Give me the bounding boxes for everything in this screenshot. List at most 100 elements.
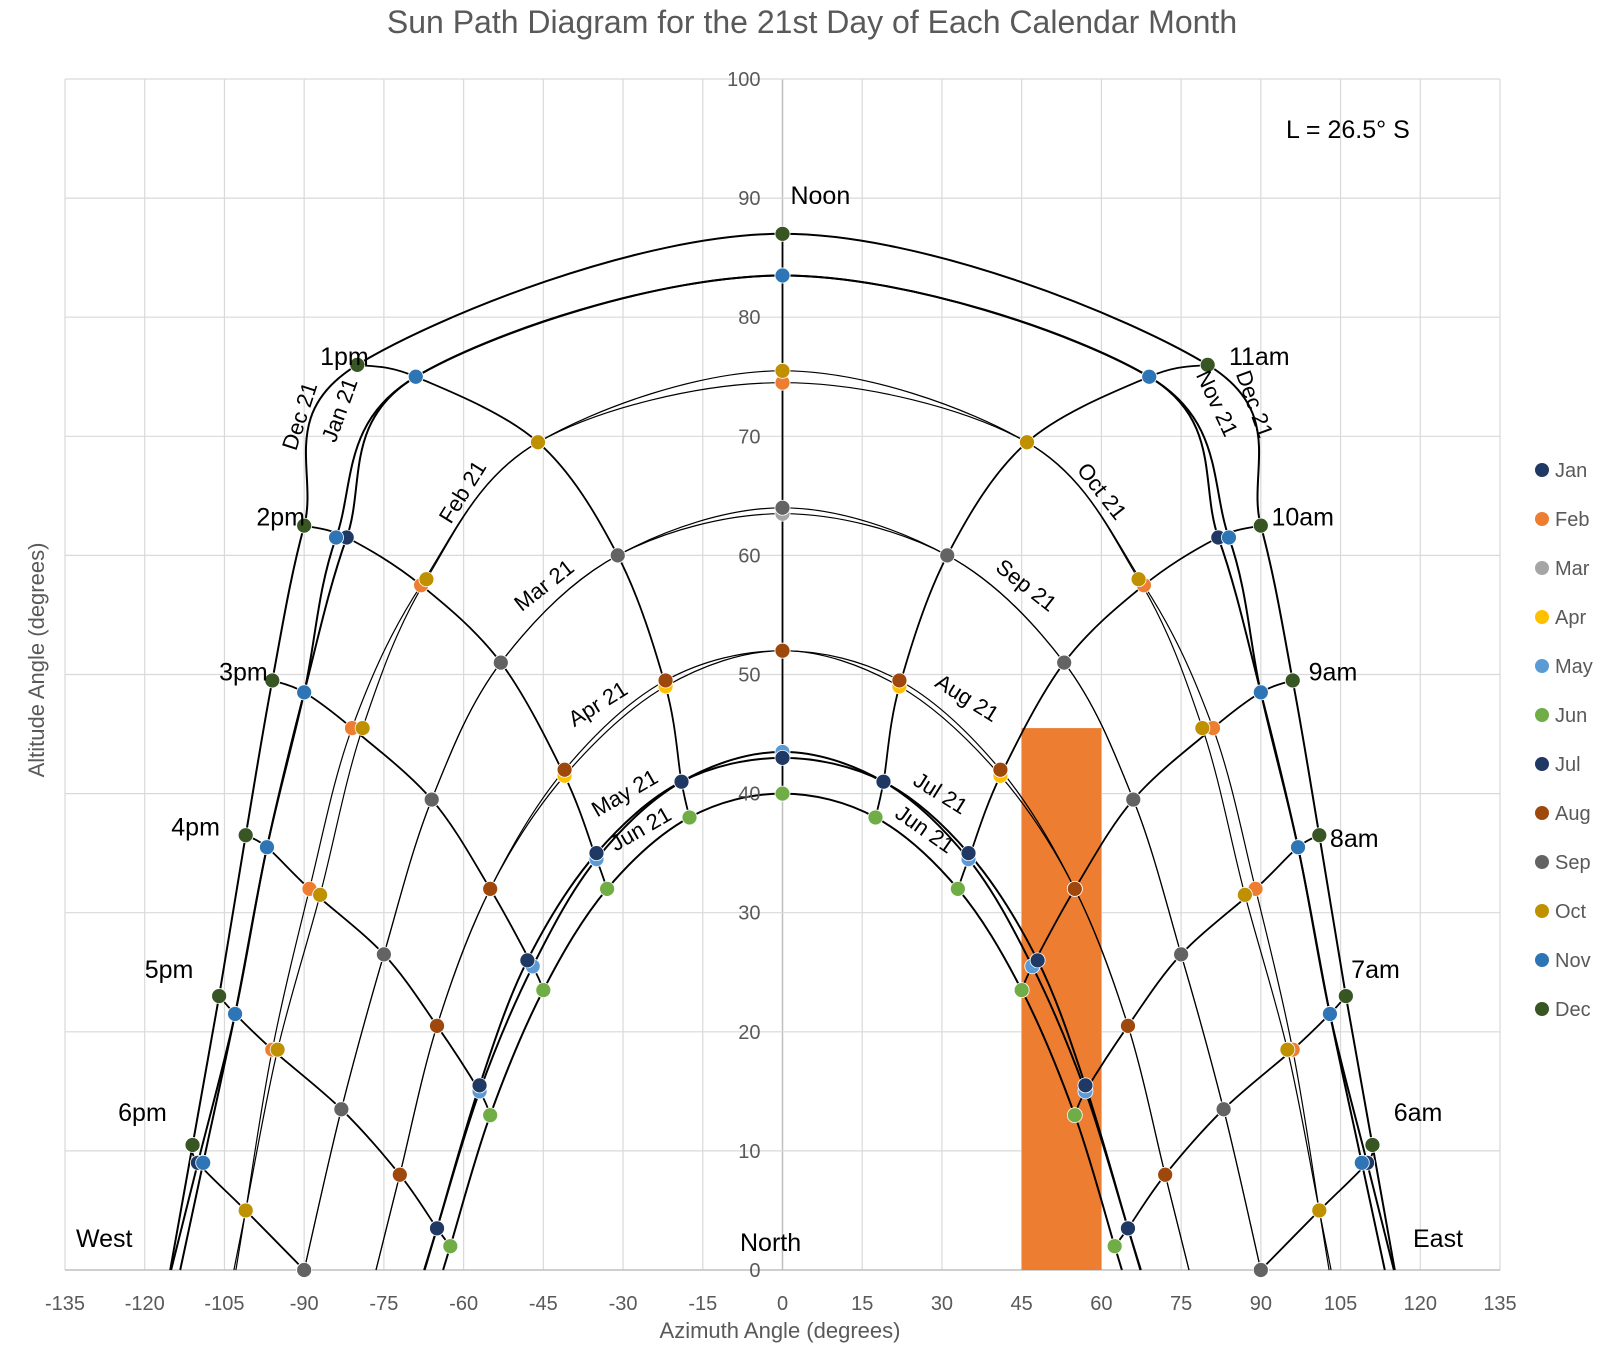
x-tick-label: -75: [369, 1293, 398, 1315]
x-tick-label: -15: [688, 1293, 717, 1315]
hour-line: [1113, 995, 1347, 1247]
data-point-nov: [774, 267, 791, 284]
data-point-sep: [1215, 1101, 1232, 1118]
x-tick-label: -60: [449, 1293, 478, 1315]
hour-line: [218, 995, 452, 1247]
legend-label-nov: Nov: [1555, 950, 1591, 972]
legend-marker-apr: [1535, 610, 1549, 624]
data-point-oct: [269, 1041, 286, 1058]
curve-label: Sep 21: [991, 554, 1061, 617]
legend-label-apr: Apr: [1555, 607, 1586, 629]
data-point-jun: [1013, 982, 1030, 999]
y-tick-label: 30: [738, 903, 760, 925]
data-point-nov: [1221, 529, 1237, 546]
data-point-dec: [237, 827, 254, 844]
data-point-dec: [184, 1137, 201, 1153]
curve-label: Jan 21: [317, 375, 363, 446]
legend-label-jan: Jan: [1555, 460, 1587, 482]
data-point-sep: [1056, 654, 1073, 671]
data-point-aug: [657, 672, 674, 689]
highlight-layer: [1021, 728, 1102, 1270]
data-point-jun: [442, 1238, 459, 1255]
x-tick-label: -135: [45, 1293, 85, 1315]
legend-label-aug: Aug: [1555, 803, 1591, 825]
data-point-dec: [1284, 672, 1301, 689]
data-point-jun: [774, 785, 791, 802]
hour-label: 5pm: [145, 956, 194, 984]
data-point-aug: [774, 642, 791, 659]
latitude-label: L = 26.5° S: [1286, 116, 1410, 144]
data-point-oct: [1311, 1202, 1328, 1219]
legend-label-jul: Jul: [1555, 754, 1581, 776]
legend-marker-jan: [1535, 463, 1549, 477]
data-point-jun: [535, 982, 552, 999]
chart-title: Sun Path Diagram for the 21st Day of Eac…: [387, 4, 1237, 40]
data-point-nov: [227, 1006, 243, 1022]
y-tick-label: 40: [738, 784, 760, 806]
data-point-oct: [1236, 886, 1253, 903]
legend-label-feb: Feb: [1555, 509, 1589, 531]
data-point-jul: [774, 749, 791, 766]
data-point-dec: [1252, 517, 1269, 534]
data-point-dec: [211, 988, 228, 1004]
x-tick-label: 75: [1170, 1293, 1192, 1315]
data-point-nov: [1141, 368, 1158, 385]
data-point-aug: [429, 1017, 445, 1034]
highlight-rect: [1021, 728, 1102, 1270]
x-tick-label: 105: [1324, 1293, 1357, 1315]
legend-marker-dec: [1535, 1002, 1549, 1016]
data-point-jun: [599, 880, 616, 897]
legend-label-mar: Mar: [1555, 558, 1590, 580]
data-point-jul: [1029, 952, 1046, 969]
data-point-jun: [949, 880, 966, 897]
legend-label-may: May: [1555, 656, 1593, 678]
data-point-nov: [1353, 1154, 1370, 1171]
data-point-oct: [1130, 571, 1147, 588]
data-point-nov: [1322, 1006, 1338, 1022]
data-point-sep: [774, 499, 791, 516]
hour-label: 2pm: [256, 504, 305, 532]
data-point-jun: [1066, 1107, 1083, 1124]
x-tick-label: 45: [1011, 1293, 1033, 1315]
north-label: North: [740, 1229, 801, 1257]
data-point-dec: [1311, 827, 1328, 844]
data-point-oct: [530, 434, 546, 451]
data-point-oct: [1019, 434, 1035, 451]
x-tick-label: -90: [290, 1293, 319, 1315]
legend-label-jun: Jun: [1555, 705, 1587, 727]
hour-label: 10am: [1271, 504, 1334, 532]
hour-label: 4pm: [171, 813, 220, 841]
data-point-aug: [992, 761, 1009, 778]
data-point-oct: [1279, 1041, 1296, 1058]
data-point-sep: [375, 946, 392, 963]
east-label: East: [1413, 1225, 1463, 1253]
data-point-oct: [354, 720, 371, 736]
data-point-sep: [609, 547, 626, 564]
hour-label: 8am: [1330, 825, 1379, 853]
data-point-aug: [1157, 1166, 1174, 1183]
data-point-jul: [588, 845, 605, 862]
legend-marker-oct: [1535, 904, 1549, 918]
data-point-nov: [195, 1154, 212, 1171]
data-point-nov: [1290, 839, 1306, 856]
tick-layer: -135 -120 -105 -90 -75 -60 -45 -30 -15 0 15 30 45 60 7…: [45, 69, 1517, 1315]
data-point-jul: [1120, 1220, 1136, 1237]
data-point-sep: [1125, 791, 1142, 808]
data-point-aug: [556, 761, 573, 778]
legend-marker-jun: [1535, 708, 1549, 722]
data-point-oct: [418, 571, 435, 588]
data-point-sep: [296, 1262, 313, 1278]
data-point-sep: [1173, 946, 1190, 963]
y-axis-title: Altitude Angle (degrees): [24, 543, 49, 778]
legend-marker-aug: [1535, 806, 1549, 820]
data-point-jun: [681, 809, 698, 826]
data-point-aug: [391, 1166, 408, 1183]
y-tick-label: 50: [738, 665, 760, 687]
legend-label-sep: Sep: [1555, 852, 1591, 874]
data-point-jun: [1106, 1238, 1123, 1255]
data-point-oct: [237, 1202, 254, 1219]
x-tick-label: 90: [1250, 1293, 1272, 1315]
data-point-aug: [891, 672, 908, 689]
data-point-jul: [471, 1077, 488, 1094]
